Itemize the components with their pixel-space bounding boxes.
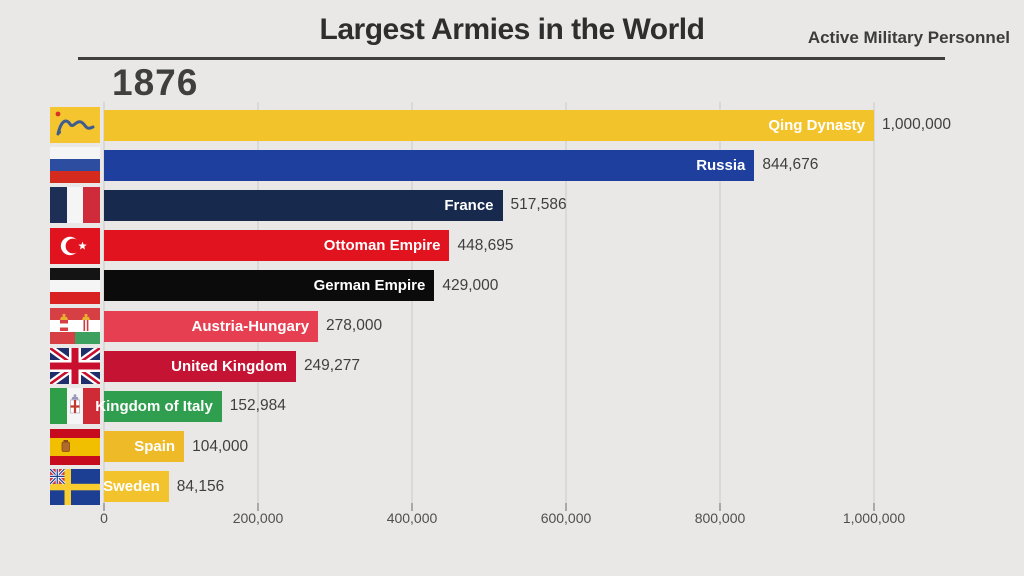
axis-tick [103, 503, 105, 511]
axis-tick [565, 503, 567, 511]
x-axis-tick-label: 600,000 [540, 510, 592, 526]
bar-value: 249,277 [303, 357, 360, 375]
x-axis-tick-label: 200,000 [232, 510, 284, 526]
bar: Spain [104, 431, 185, 463]
axis-tick [873, 503, 875, 511]
axis-tick [257, 503, 259, 511]
year-label: 1876 [112, 62, 199, 103]
bar: United Kingdom [104, 350, 296, 382]
kingdom-of-italy-flag-icon [50, 388, 100, 425]
bar-label: Ottoman Empire [323, 237, 441, 255]
bar-label: France [444, 196, 494, 214]
bar-label: Sweden [103, 478, 160, 496]
bar-label: Russia [696, 156, 746, 174]
gridline [103, 102, 105, 503]
bar: Kingdom of Italy [95, 390, 222, 422]
chart-title: Largest Armies in the World [319, 13, 705, 46]
x-axis-tick-label: 0 [100, 510, 108, 526]
chart-row: Ottoman Empire 448,695 [0, 226, 1024, 266]
header-divider [78, 57, 945, 60]
chart-row: Sweden 84,156 [0, 467, 1024, 507]
gridline [257, 102, 259, 503]
bar-value: 84,156 [176, 477, 225, 495]
bar: German Empire [104, 270, 435, 302]
gridline [873, 102, 875, 503]
bar-value: 448,695 [457, 236, 514, 254]
bar: Sweden [103, 471, 169, 503]
x-axis-tick-label: 1,000,000 [842, 510, 906, 526]
bar: France [104, 189, 503, 221]
qing-dynasty-flag-icon [50, 107, 100, 144]
chart-subtitle: Active Military Personnel [807, 28, 1010, 47]
bar: Austria-Hungary [104, 310, 319, 342]
bar-label: Austria-Hungary [191, 317, 310, 335]
united-kingdom-flag-icon [50, 348, 100, 385]
chart-row: Spain 104,000 [0, 427, 1024, 467]
chart-row: Qing Dynasty 1,000,000 [0, 105, 1024, 145]
axis-tick [719, 503, 721, 511]
austria-hungary-flag-icon [50, 308, 100, 345]
chart-row: Austria-Hungary 278,000 [0, 306, 1024, 346]
gridline [565, 102, 567, 503]
x-axis-tick-label: 400,000 [386, 510, 438, 526]
gridline [411, 102, 413, 503]
sweden-flag-icon [50, 468, 100, 505]
bar-label: Kingdom of Italy [95, 397, 213, 415]
axis-tick [411, 503, 413, 511]
bar-label: German Empire [313, 277, 426, 295]
bar-label: Qing Dynasty [768, 116, 865, 134]
bar-value: 278,000 [326, 317, 383, 335]
bar-value: 152,984 [229, 397, 286, 415]
bar-label: Spain [134, 438, 176, 456]
bar-value: 517,586 [510, 196, 567, 214]
chart-row: United Kingdom 249,277 [0, 346, 1024, 386]
german-empire-flag-icon [50, 267, 100, 304]
bar-label: United Kingdom [171, 357, 287, 375]
chart-row: Russia 844,676 [0, 145, 1024, 185]
chart-row: German Empire 429,000 [0, 266, 1024, 306]
bar-value: 844,676 [762, 156, 819, 174]
chart-row: France 517,586 [0, 185, 1024, 225]
ottoman-empire-flag-icon [50, 227, 100, 264]
bar: Ottoman Empire [104, 230, 450, 262]
france-flag-icon [50, 187, 100, 224]
bar-value: 104,000 [192, 437, 249, 455]
spain-flag-icon [50, 428, 100, 465]
gridline [719, 102, 721, 503]
russia-flag-icon [50, 147, 100, 184]
x-axis-tick-label: 800,000 [694, 510, 746, 526]
bar: Russia [104, 149, 755, 181]
bar-value: 1,000,000 [882, 116, 951, 134]
chart-row: Kingdom of Italy 152,984 [0, 386, 1024, 426]
bar-value: 429,000 [442, 276, 499, 294]
bar: Qing Dynasty [104, 109, 874, 141]
